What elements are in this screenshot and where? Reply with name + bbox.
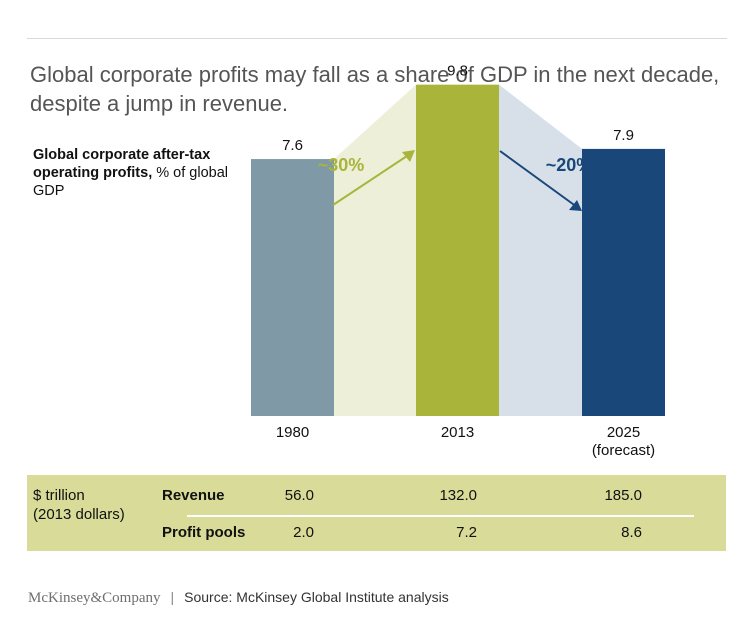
decline-annotation: ~20%	[546, 155, 593, 175]
revenue-1980: 56.0	[284, 487, 314, 504]
unit-sublabel: (2013 dollars)	[33, 506, 125, 523]
footer: McKinsey&Company | Source: McKinsey Global…	[28, 589, 449, 607]
financials-table: $ trillion (2013 dollars) Revenue 56.0 1…	[27, 475, 726, 551]
chart-title: Global corporate profits may fall as a s…	[30, 62, 720, 116]
measure-label-bold: Global corporate after-tax operating pro…	[33, 147, 211, 181]
growth-arrow-line	[332, 153, 411, 206]
category-label-1980: 1980	[276, 424, 309, 441]
measure-label: Global corporate after-tax operating pro…	[33, 146, 263, 200]
decline-arrow-line	[499, 150, 578, 208]
growth-arrowhead	[402, 150, 415, 162]
revenue-2025: 185.0	[604, 487, 642, 504]
bar-1980	[251, 159, 334, 417]
row-label-revenue: Revenue	[162, 487, 225, 504]
value-label-1980: 7.6	[282, 137, 303, 154]
footer-divider: |	[170, 589, 175, 605]
revenue-2013: 132.0	[439, 487, 477, 504]
profit-1980: 2.0	[293, 524, 314, 541]
table-row-divider	[187, 515, 694, 517]
bar-2013	[416, 84, 499, 417]
profit-2025: 8.6	[621, 524, 642, 541]
category-label-2013: 2013	[441, 424, 474, 441]
growth-annotation: ~30%	[318, 155, 365, 175]
category-sublabel-2025: (forecast)	[592, 442, 655, 459]
top-divider	[27, 38, 727, 39]
bar-2025	[582, 148, 665, 416]
value-label-2025: 7.9	[613, 127, 634, 144]
connector-band-1	[334, 84, 416, 417]
category-label-2025: 2025	[607, 424, 640, 441]
source-note: Source: McKinsey Global Institute analys…	[184, 589, 449, 605]
profit-2013: 7.2	[456, 524, 477, 541]
connector-band-2	[499, 84, 582, 417]
measure-label-unit: % of global GDP	[33, 165, 229, 199]
value-label-2013: 9.8	[447, 63, 468, 80]
decline-arrowhead	[569, 200, 582, 211]
row-label-profit-pools: Profit pools	[162, 524, 246, 541]
unit-label: $ trillion	[33, 487, 85, 504]
brand-logo: McKinsey&Company	[28, 590, 161, 606]
bar-chart: 7.6 1980 9.8 2013 7.9 2025(forecast) ~30% ~20%	[251, 63, 665, 459]
